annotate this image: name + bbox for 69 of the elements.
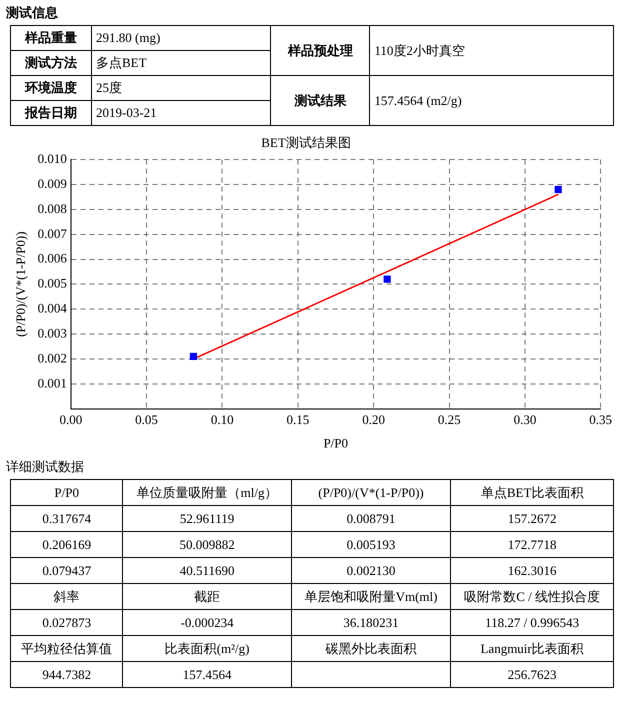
x-tick-label: 0.15	[286, 412, 310, 428]
text: 291.80 (mg)	[92, 26, 271, 50]
text: 单位质量吸附量（ml/g）	[122, 480, 292, 506]
text: 110度2小时真空	[370, 26, 614, 76]
text: 0.317674	[10, 506, 123, 532]
point	[190, 352, 198, 360]
text: 详细测试数据	[6, 458, 85, 476]
x-tick-label: 0.10	[210, 412, 234, 428]
text: 样品重量	[10, 26, 92, 50]
text: 0.008791	[291, 506, 451, 532]
y-tick-label: 0.007	[38, 226, 68, 241]
text: 118.27 / 0.996543	[450, 610, 614, 636]
text: 斜率	[10, 584, 123, 610]
y-tick-label: 0.002	[38, 350, 67, 366]
x-tick-label: 0.25	[438, 412, 461, 428]
text: 0.002130	[291, 558, 451, 584]
text: 单层饱和吸附量Vm(ml)	[291, 584, 451, 610]
y-tick-label: 0.001	[38, 375, 67, 390]
point	[384, 276, 391, 283]
y-tick-label: 0.008	[38, 200, 67, 216]
text: 0.027873	[10, 610, 123, 636]
x-axis-title: P/P0	[323, 436, 348, 451]
text: 比表面积(m²/g)	[122, 636, 292, 662]
text: 测试信息	[6, 4, 59, 22]
text: 36.180231	[291, 610, 451, 636]
y-tick-label: 0.010	[38, 151, 67, 166]
y-axis-title: (P/P0)/(V*(1-P/P0))	[13, 231, 28, 337]
x-tick-label: 0.00	[59, 412, 82, 428]
text: 单点BET比表面积	[450, 480, 614, 506]
text: 50.009882	[122, 532, 292, 558]
text: 40.511690	[122, 558, 292, 584]
text: 157.4564	[122, 662, 292, 688]
text: 截距	[122, 584, 292, 610]
text: 2019-03-21	[92, 100, 271, 126]
point	[554, 186, 562, 194]
y-tick-label: 0.004	[38, 300, 68, 316]
chart-title: BET测试结果图	[261, 135, 351, 150]
text: 172.7718	[450, 532, 614, 558]
x-tick-label: 0.30	[514, 412, 536, 428]
text: -0.000234	[122, 610, 292, 636]
text: 0.005193	[291, 532, 451, 558]
text: 944.7382	[10, 662, 123, 688]
text: 157.2672	[450, 506, 614, 532]
text: (P/P0)/(V*(1-P/P0))	[291, 480, 451, 506]
text: 162.3016	[450, 558, 614, 584]
text: 碳黑外比表面积	[291, 636, 451, 662]
x-tick-label: 0.20	[362, 412, 385, 428]
text: 157.4564 (m2/g)	[370, 76, 614, 126]
text: 测试结果	[270, 76, 370, 126]
y-tick-label: 0.006	[38, 250, 68, 266]
text: 平均粒径估算值	[10, 636, 123, 662]
text: Langmuir比表面积	[450, 636, 614, 662]
y-tick-label: 0.009	[38, 176, 67, 191]
text: 多点BET	[92, 50, 271, 76]
text: 报告日期	[10, 100, 92, 126]
text: 样品预处理	[270, 26, 370, 76]
y-tick-label: 0.003	[38, 325, 67, 340]
text: 测试方法	[10, 50, 92, 76]
text: 吸附常数C / 线性拟合度	[450, 584, 614, 610]
text: 25度	[92, 76, 271, 100]
text: 52.961119	[122, 506, 292, 532]
text: P/P0	[10, 480, 123, 506]
text: 0.206169	[10, 532, 123, 558]
y-tick-label: 0.005	[38, 276, 67, 291]
text: 0.079437	[10, 558, 123, 584]
x-tick-label: 0.05	[135, 412, 158, 428]
text: 环境温度	[10, 76, 92, 100]
text: 256.7623	[450, 662, 614, 688]
x-tick-label: 0.35	[589, 412, 612, 428]
